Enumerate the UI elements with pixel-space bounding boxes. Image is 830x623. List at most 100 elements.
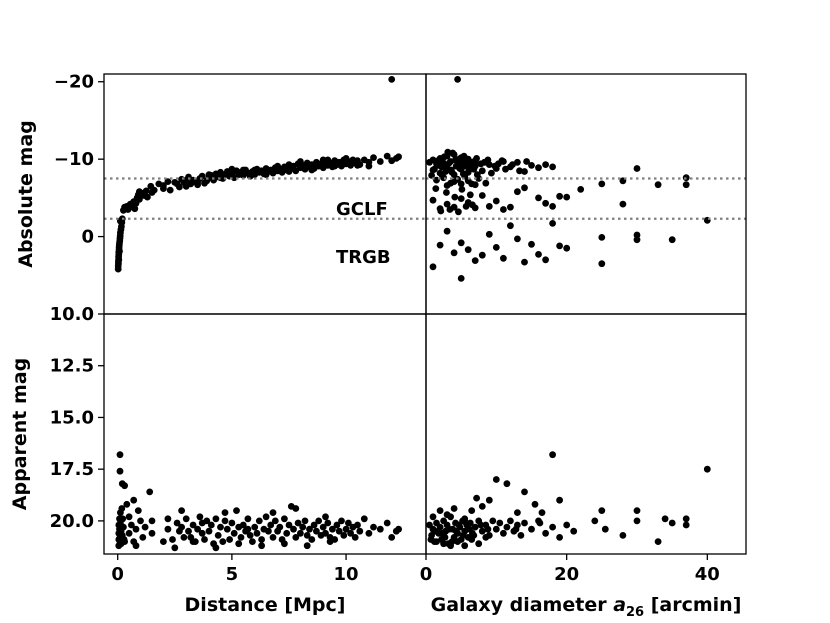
bottom-left-point-123: [365, 529, 373, 537]
bottom-left-point-122: [360, 515, 368, 523]
bottom-left-point-135: [303, 542, 311, 550]
top-right-point-53: [500, 206, 507, 213]
top-right-point-82: [507, 222, 514, 230]
top-left-point-157: [150, 186, 158, 194]
bottom-left-point-62: [221, 509, 229, 516]
bottom-left-xtick-label-10: 10: [334, 564, 359, 585]
bottom-left-point-43: [178, 523, 186, 531]
top-left-point-133: [383, 152, 391, 160]
bottom-left-point-100: [308, 536, 316, 543]
bottom-right-point-76: [433, 538, 440, 545]
bottom-left-point-51: [196, 513, 204, 521]
top-right-point-94: [598, 234, 606, 241]
top-right-point-145: [447, 166, 455, 174]
top-right-point-119: [523, 158, 530, 165]
bottom-right-point-35: [507, 517, 514, 525]
top-left-point-40: [142, 187, 150, 195]
ticks-layer: −20 −10 0 10.0 12.5 15.0 17.5 20.0 0 5 10 0 20 40: [50, 72, 720, 585]
top-left-point-137: [274, 162, 281, 170]
top-left-point-148: [285, 168, 293, 175]
top-right-point-126: [484, 156, 492, 164]
bottom-right-point-58: [703, 465, 711, 473]
top-right-point-136: [432, 185, 440, 193]
bottom-right-point-40: [528, 525, 535, 533]
top-right-point-45: [443, 200, 451, 208]
top-right-point-144: [439, 158, 447, 166]
bottom-left-point-53: [201, 536, 208, 543]
bottom-left-point-45: [182, 515, 190, 523]
bottom-left-point-126: [383, 519, 391, 527]
bottom-right-point-77: [440, 540, 447, 548]
bottom-left-point-67: [233, 507, 240, 514]
top-right-point-85: [528, 240, 535, 248]
bottom-left-point-28: [132, 525, 140, 533]
bottom-right-point-30: [489, 517, 497, 525]
bottom-left-point-114: [340, 532, 348, 539]
bottom-left-point-132: [235, 540, 243, 548]
bottom-left-point-133: [258, 542, 265, 550]
bottom-right-point-44: [556, 534, 563, 541]
bottom-right-point-96: [477, 521, 485, 529]
bottom-right-point-49: [601, 525, 609, 533]
top-right-point-73: [443, 227, 451, 235]
bottom-left-point-72: [244, 515, 252, 523]
top-right-point-141: [428, 172, 435, 179]
bottom-left-point-60: [217, 523, 224, 531]
top-right-point-40: [457, 180, 465, 188]
top-right-point-147: [460, 152, 468, 160]
top-left-point-37: [136, 196, 143, 203]
bottom-right-point-80: [461, 542, 469, 550]
bottom-left-point-19: [116, 467, 124, 475]
top-right-point-47: [457, 195, 465, 203]
bottom-right-point-98: [512, 525, 520, 533]
top-left-point-138: [297, 158, 304, 165]
bottom-right-point-39: [521, 519, 528, 527]
bottom-right-point-74: [468, 507, 476, 514]
bottom-left-point-44: [180, 534, 188, 541]
bottom-left-point-112: [335, 527, 343, 535]
top-right-point-50: [478, 192, 486, 199]
bottom-right-point-85: [431, 527, 439, 535]
top-right-point-51: [485, 203, 493, 210]
top-right-point-93: [668, 236, 676, 244]
bottom-right-point-63: [503, 480, 511, 488]
bottom-left-point-38: [164, 525, 172, 533]
bottom-left-point-115: [342, 525, 350, 533]
top-left-point-132: [376, 158, 384, 165]
top-right-point-107: [438, 172, 446, 179]
top-left-point-21: [115, 256, 123, 264]
bottom-left-point-93: [292, 534, 300, 541]
top-right-point-86: [535, 251, 542, 258]
top-left-point-47: [166, 186, 174, 194]
bottom-left-point-124: [370, 523, 377, 531]
bottom-left-point-81: [265, 527, 272, 535]
bottom-right-point-65: [521, 488, 528, 496]
bottom-left-point-105: [319, 523, 327, 531]
top-right-point-128: [498, 157, 506, 165]
bottom-left-point-83: [269, 534, 277, 541]
top-right-point-27: [521, 168, 528, 175]
bottom-left-ytick-label-12.5: 12.5: [50, 356, 94, 377]
bottom-left-point-48: [189, 521, 197, 529]
bottom-right-point-52: [633, 507, 641, 514]
bottom-left-point-117: [347, 529, 354, 537]
top-left-point-140: [342, 155, 350, 162]
bottom-right-point-31: [492, 525, 500, 533]
top-right-point-71: [429, 263, 437, 271]
top-right-point-38: [443, 182, 451, 189]
top-right-point-131: [437, 207, 445, 215]
bottom-left-point-75: [251, 523, 259, 531]
bottom-left-point-96: [299, 523, 307, 531]
bottom-right-point-70: [436, 507, 444, 514]
bottom-right-point-46: [570, 527, 578, 535]
top-left-point-141: [251, 166, 259, 174]
top-left-point-153: [239, 166, 247, 174]
top-right-point-140: [466, 191, 474, 199]
top-right-point-121: [440, 153, 448, 161]
top-right-point-75: [457, 239, 465, 247]
bottom-left-point-101: [310, 521, 318, 529]
bottom-right-point-25: [471, 523, 479, 531]
top-right-point-74: [450, 249, 458, 257]
bottom-right-point-87: [445, 525, 453, 533]
top-right-point-125: [477, 160, 485, 168]
